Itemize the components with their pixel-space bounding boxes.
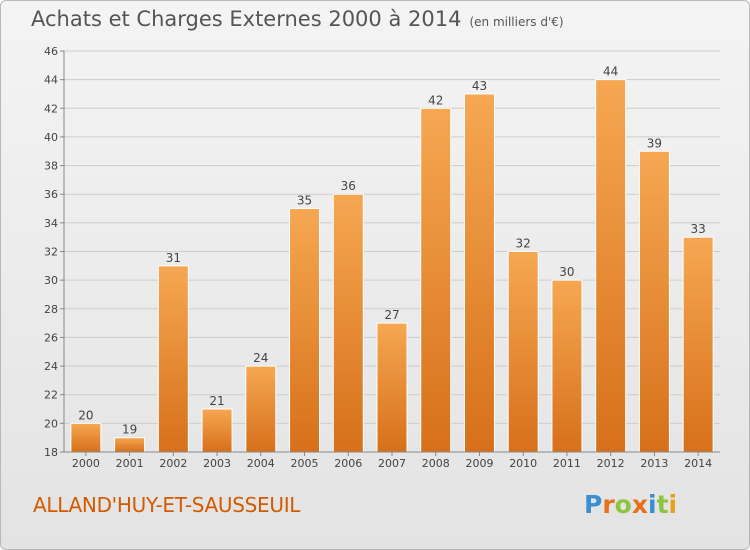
bar-2011: [551, 279, 583, 453]
x-tick-label: 2009: [465, 457, 493, 470]
bar-2008: [420, 107, 452, 453]
data-label: 43: [472, 79, 487, 93]
chart-subtitle: (en milliers d'€): [469, 15, 564, 29]
data-label: 32: [516, 237, 531, 251]
x-tick-label: 2008: [422, 457, 450, 470]
y-tick-label: 28: [44, 303, 58, 316]
y-tick-label: 32: [44, 246, 58, 259]
data-label: 42: [428, 93, 443, 107]
x-tick-label: 2014: [684, 457, 712, 470]
x-tick-label: 2010: [509, 457, 537, 470]
data-label: 33: [690, 222, 705, 236]
bar-2001: [114, 437, 146, 453]
y-tick-label: 42: [44, 102, 58, 115]
y-tick-label: 36: [44, 188, 58, 201]
y-tick-label: 22: [44, 389, 58, 402]
x-tick-label: 2001: [116, 457, 144, 470]
y-tick-label: 18: [44, 446, 58, 459]
bar-2004: [245, 365, 277, 453]
place-name: ALLAND'HUY-ET-SAUSSEUIL: [33, 493, 301, 517]
x-tick-label: 2006: [334, 457, 362, 470]
bar-2000: [70, 422, 102, 453]
logo-letter: r: [602, 490, 615, 519]
logo-letter: t: [656, 490, 669, 519]
bar-2010: [507, 251, 539, 453]
bar-2009: [463, 93, 495, 453]
y-tick-label: 46: [44, 45, 58, 58]
logo-letter: i: [668, 490, 678, 519]
proxiti-logo[interactable]: Proxiti: [584, 490, 677, 519]
data-labels: 20 19 31 21 24 35 36 27 42 43 32 30 44 39 33: [78, 65, 706, 437]
bar-2013: [638, 150, 670, 453]
data-label: 39: [647, 136, 662, 150]
x-tick-label: 2003: [203, 457, 231, 470]
bar-2006: [332, 193, 364, 453]
data-label: 35: [297, 194, 312, 208]
x-tick-label: 2005: [291, 457, 319, 470]
bar-2005: [289, 208, 321, 453]
x-tick-label: 2000: [72, 457, 100, 470]
bar-2007: [376, 322, 408, 453]
data-label: 44: [603, 65, 618, 79]
y-tick-label: 38: [44, 160, 58, 173]
x-tick-label: 2004: [247, 457, 275, 470]
bar-2002: [157, 265, 189, 453]
axes: 18 20 22 24 26 28 30 32 34 36 38 40 42 44 46 2000 2001 20…: [44, 45, 720, 470]
data-label: 30: [559, 265, 574, 279]
x-tick-label: 2012: [597, 457, 625, 470]
data-label: 19: [122, 423, 137, 437]
bar-2012: [595, 79, 627, 453]
y-tick-label: 40: [44, 131, 58, 144]
logo-letter: o: [614, 490, 632, 519]
y-tick-label: 30: [44, 274, 58, 287]
logo-letter: i: [648, 490, 657, 519]
data-label: 36: [341, 179, 356, 193]
x-tick-label: 2002: [159, 457, 187, 470]
logo-letter: x: [631, 490, 648, 519]
logo-letter: P: [584, 490, 603, 519]
y-tick-label: 26: [44, 331, 58, 344]
x-tick-label: 2011: [553, 457, 581, 470]
chart-title-row: Achats et Charges Externes 2000 à 2014 (e…: [31, 7, 564, 31]
y-tick-label: 24: [44, 360, 58, 373]
bar-2014: [682, 236, 714, 453]
y-tick-label: 20: [44, 417, 58, 430]
bar-2003: [201, 408, 233, 453]
x-tick-label: 2007: [378, 457, 406, 470]
x-tick-label: 2013: [640, 457, 668, 470]
y-tick-label: 44: [44, 74, 58, 87]
bars: [70, 79, 714, 453]
data-label: 31: [166, 251, 181, 265]
data-label: 27: [384, 308, 399, 322]
data-label: 20: [78, 408, 93, 422]
data-label: 21: [209, 394, 224, 408]
data-label: 24: [253, 351, 268, 365]
y-tick-label: 34: [44, 217, 58, 230]
chart-title: Achats et Charges Externes 2000 à 2014: [31, 7, 462, 31]
